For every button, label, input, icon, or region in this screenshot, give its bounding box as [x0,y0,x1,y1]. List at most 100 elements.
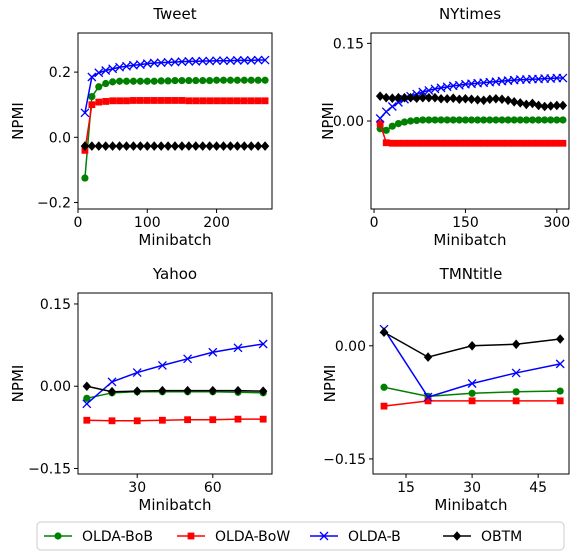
data-point [225,56,235,66]
data-point [522,116,530,124]
data-point [424,397,432,405]
data-point [516,116,524,124]
series-line [86,390,264,400]
data-point [246,55,256,65]
data-point [178,76,186,85]
data-point [94,141,103,151]
series-line [383,328,561,398]
x-axis-label: Minibatch [138,496,211,514]
legend-label: OBTM [481,529,522,545]
y-axis-label: NPMI [321,365,339,403]
data-point [199,97,207,105]
data-point [226,76,235,84]
data-point [553,139,561,147]
data-point [468,397,476,405]
legend-marker [319,531,329,541]
data-point [234,415,242,423]
data-point [206,76,214,85]
data-point [253,55,263,65]
data-point [382,92,391,103]
legend-label: OLDA-BoW [215,529,290,545]
y-tick-label: 0.0 [49,130,71,146]
x-axis-label: Minibatch [433,231,506,249]
data-point [240,141,249,151]
data-point [226,141,235,151]
data-point [219,141,228,151]
data-point [437,116,445,124]
data-point [394,92,403,103]
data-point [516,139,524,147]
data-point [233,141,242,151]
x-tick-label: 30 [463,480,481,496]
data-point [461,116,470,124]
data-point [164,77,172,85]
data-point [547,116,555,124]
data-point [254,97,262,105]
data-point [376,120,384,127]
data-point [534,100,543,111]
data-point [83,394,91,402]
data-point [80,108,90,118]
data-point [163,141,173,151]
data-point [479,95,488,106]
data-point [443,139,451,147]
legend-marker [187,532,195,540]
data-point [504,139,512,147]
data-point [108,141,117,151]
data-point [492,139,500,147]
data-point [192,76,200,85]
data-point [233,343,243,353]
data-point [94,68,104,78]
data-point [156,58,166,68]
data-point [184,141,194,151]
series-olda-b [82,339,268,409]
series-olda-bow [376,120,567,147]
data-point [83,416,91,424]
legend-entry-olda-bob: OLDA-BoB [44,529,153,545]
data-point [413,139,421,147]
data-point [102,98,110,105]
legend-marker [452,531,462,541]
data-point [213,97,220,105]
y-tick-label: 0.00 [40,379,71,395]
data-point [412,93,421,104]
x-tick-label: 60 [204,480,222,496]
data-point [184,56,194,66]
data-point [407,139,414,147]
data-point [492,116,500,124]
data-point [467,340,477,351]
data-point [108,64,118,74]
data-point [149,58,159,68]
data-point [431,116,439,124]
data-point [206,97,214,105]
x-tick-label: 100 [134,215,161,231]
data-point [388,122,396,130]
series-olda-bob [81,76,269,182]
data-point [401,139,408,147]
data-point [375,91,385,101]
data-point [233,385,243,396]
chart-panel-nytimes: 0 150 300 0.00 0.15 NYtimes Minibatch NPMI [319,5,570,249]
chart-title: TMNtitle [439,265,503,283]
chart-title: Yahoo [152,265,197,283]
chart-title: Tweet [152,5,196,23]
data-point [205,56,215,66]
series-obtm [80,141,270,151]
data-point [497,94,507,105]
data-point [474,116,482,124]
chart-title: NYtimes [439,5,501,23]
data-point [133,386,142,396]
data-point [528,116,537,124]
data-point [191,56,201,66]
data-point [474,139,482,147]
data-point [436,93,446,104]
data-point [260,141,270,151]
data-point [143,97,151,104]
data-point [423,352,433,362]
y-tick-label: −0.15 [323,452,366,468]
series-olda-b [80,55,270,118]
y-tick-label: 0.00 [335,339,366,355]
data-point [486,116,494,124]
data-point [157,97,165,104]
y-tick-label: 0.15 [40,297,71,313]
